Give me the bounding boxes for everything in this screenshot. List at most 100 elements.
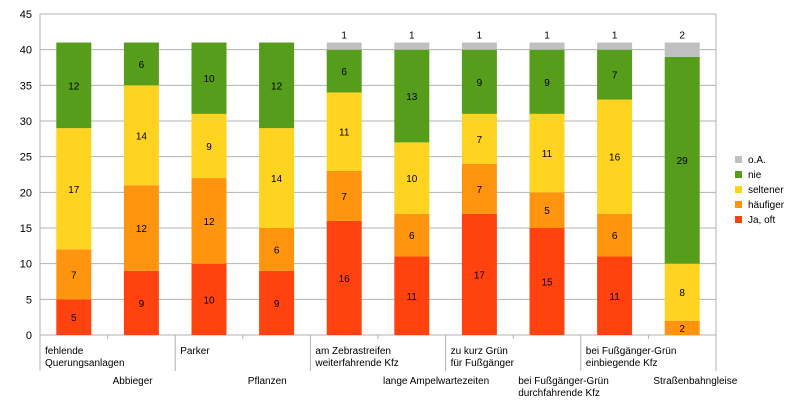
data-label-9-1: 2 xyxy=(679,324,685,335)
bar-segment-1-3 xyxy=(123,42,159,86)
data-label-5-3: 13 xyxy=(406,92,418,103)
bar-segment-1-0 xyxy=(123,270,159,335)
category-label-2: Parker xyxy=(180,346,210,357)
category-label-8: bei Fußgänger-Grün einbiegende Kfz xyxy=(586,346,677,369)
bar-segment-8-2 xyxy=(597,99,633,214)
bar-segment-3-0 xyxy=(259,270,295,335)
bar-segment-5-3 xyxy=(394,49,430,143)
data-label-1-0: 9 xyxy=(139,299,145,310)
data-label-3-1: 6 xyxy=(274,245,280,256)
category-label-9: Straßenbahngleise xyxy=(653,376,737,387)
legend-swatch-1 xyxy=(735,171,742,178)
bar-segment-6-2 xyxy=(461,113,497,164)
bar-segment-2-2 xyxy=(191,113,227,179)
bar-segment-4-0 xyxy=(326,220,362,335)
bar-segment-8-1 xyxy=(597,213,633,257)
category-label-line: lange Ampelwartezeiten xyxy=(383,376,489,387)
data-label-3-0: 9 xyxy=(274,299,280,310)
category-label-line: am Zebrastreifen xyxy=(315,346,391,357)
y-tick-label-0: 0 xyxy=(26,330,32,342)
legend-label-1: nie xyxy=(748,170,762,181)
bar-segment-6-4 xyxy=(461,42,497,50)
bar-segment-8-4 xyxy=(597,42,633,50)
bar-segment-5-1 xyxy=(394,213,430,257)
data-label-7-1: 5 xyxy=(544,206,550,217)
data-label-9-4: 2 xyxy=(679,31,685,42)
data-label-7-4: 1 xyxy=(544,31,550,42)
data-label-6-4: 1 xyxy=(477,31,483,42)
data-label-4-4: 1 xyxy=(341,31,347,42)
legend-swatch-2 xyxy=(735,186,742,193)
data-label-2-2: 9 xyxy=(206,142,212,153)
y-tick-label-35: 35 xyxy=(20,80,32,92)
data-label-5-1: 6 xyxy=(409,231,415,242)
bar-segment-4-2 xyxy=(326,92,362,171)
category-label-line: für Fußgänger xyxy=(451,358,515,369)
category-label-line: Pflanzen xyxy=(248,376,287,387)
data-label-2-3: 10 xyxy=(203,74,215,85)
data-label-3-3: 12 xyxy=(271,81,283,92)
y-tick-label-15: 15 xyxy=(20,223,32,235)
bar-segment-4-4 xyxy=(326,42,362,50)
data-label-5-2: 10 xyxy=(406,174,418,185)
data-label-9-2: 8 xyxy=(679,288,685,299)
data-label-6-0: 17 xyxy=(474,270,486,281)
legend-swatch-4 xyxy=(735,216,742,223)
data-label-5-4: 1 xyxy=(409,31,415,42)
category-label-line: Parker xyxy=(180,346,210,357)
category-labels-layer: fehlende Querungsanlagen Abbieger Parker Pfl… xyxy=(45,346,738,399)
legend-label-4: Ja, oft xyxy=(748,215,775,226)
bar-segment-0-3 xyxy=(56,42,92,129)
y-tick-label-10: 10 xyxy=(20,259,32,271)
bar-segment-9-4 xyxy=(664,42,700,57)
bar-segment-7-2 xyxy=(529,113,565,193)
data-label-1-1: 12 xyxy=(136,224,148,235)
bar-segment-5-4 xyxy=(394,42,430,50)
bar-segment-8-0 xyxy=(597,256,633,335)
y-tick-label-45: 45 xyxy=(20,9,32,21)
category-label-line: fehlende xyxy=(45,346,84,357)
data-label-2-0: 10 xyxy=(203,295,215,306)
y-tick-label-25: 25 xyxy=(20,152,32,164)
data-label-0-0: 5 xyxy=(71,313,77,324)
y-tick-label-40: 40 xyxy=(20,45,32,57)
data-label-8-3: 7 xyxy=(612,71,618,82)
legend: o.A. nie seltener häufiger Ja, oft xyxy=(735,155,785,226)
bar-segment-7-1 xyxy=(529,192,565,228)
category-label-line: bei Fußgänger-Grün xyxy=(518,376,609,387)
data-label-3-2: 14 xyxy=(271,174,283,185)
category-label-0: fehlende Querungsanlagen xyxy=(45,346,125,369)
bar-segment-0-0 xyxy=(56,299,92,335)
bar-segment-9-2 xyxy=(664,263,700,321)
bar-segment-3-1 xyxy=(259,228,295,271)
category-label-4: am Zebrastreifen weiterfahrende Kfz xyxy=(314,346,398,369)
category-label-line: weiterfahrende Kfz xyxy=(314,358,398,369)
bars-layer: 5717129121461012910961412167116111610131… xyxy=(56,31,700,335)
bar-segment-6-1 xyxy=(461,163,497,214)
legend-label-0: o.A. xyxy=(748,155,766,166)
data-label-7-3: 9 xyxy=(544,78,550,89)
data-label-6-2: 7 xyxy=(477,135,483,146)
legend-label-3: häufiger xyxy=(748,200,785,211)
bar-segment-2-3 xyxy=(191,42,227,114)
bar-segment-5-0 xyxy=(394,256,430,335)
bar-segment-2-0 xyxy=(191,263,227,335)
category-label-3: Pflanzen xyxy=(248,376,287,387)
bar-segment-3-2 xyxy=(259,128,295,228)
bar-segment-7-0 xyxy=(529,228,565,335)
bar-segment-0-2 xyxy=(56,128,92,250)
bar-segment-1-1 xyxy=(123,185,159,271)
data-label-2-1: 12 xyxy=(203,217,215,228)
category-label-line: zu kurz Grün xyxy=(451,346,508,357)
bar-segment-2-1 xyxy=(191,178,227,264)
data-label-0-2: 17 xyxy=(68,185,80,196)
data-label-7-0: 15 xyxy=(541,278,553,289)
data-label-1-3: 6 xyxy=(139,60,145,71)
bar-segment-6-3 xyxy=(461,49,497,114)
category-label-line: Abbieger xyxy=(113,376,154,387)
data-label-7-2: 11 xyxy=(542,149,553,160)
y-tick-label-5: 5 xyxy=(26,294,32,306)
data-label-8-4: 1 xyxy=(612,31,618,42)
